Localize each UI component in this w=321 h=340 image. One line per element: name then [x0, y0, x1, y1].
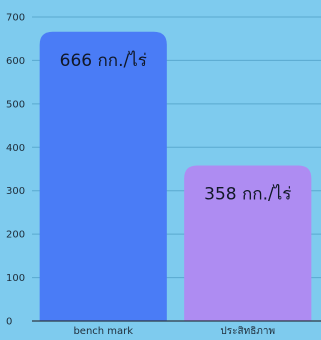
y-tick-label: 500	[6, 99, 25, 110]
bar-data-label: 358 กก./ไร่	[204, 184, 291, 205]
bar-data-label: 666 กก./ไร่	[60, 50, 147, 71]
y-tick-label: 0	[6, 317, 12, 328]
x-axis-labels: bench mark ประสิทธิภาพ	[73, 326, 275, 337]
bar-1	[184, 165, 312, 321]
y-tick-label: 700	[6, 13, 25, 24]
y-tick-label: 600	[6, 56, 25, 67]
y-tick-label: 200	[6, 230, 25, 241]
bar-0	[39, 31, 167, 321]
bars	[39, 31, 312, 321]
y-tick-label: 400	[6, 143, 25, 154]
y-axis-ticks: 0 100 200 300 400 500 600 700	[6, 13, 25, 328]
x-category-label: ประสิทธิภาพ	[220, 326, 275, 337]
data-labels: 666 กก./ไร่ 358 กก./ไร่	[60, 50, 292, 205]
y-tick-label: 100	[6, 273, 25, 284]
y-tick-label: 300	[6, 186, 25, 197]
x-category-label: bench mark	[73, 326, 133, 337]
